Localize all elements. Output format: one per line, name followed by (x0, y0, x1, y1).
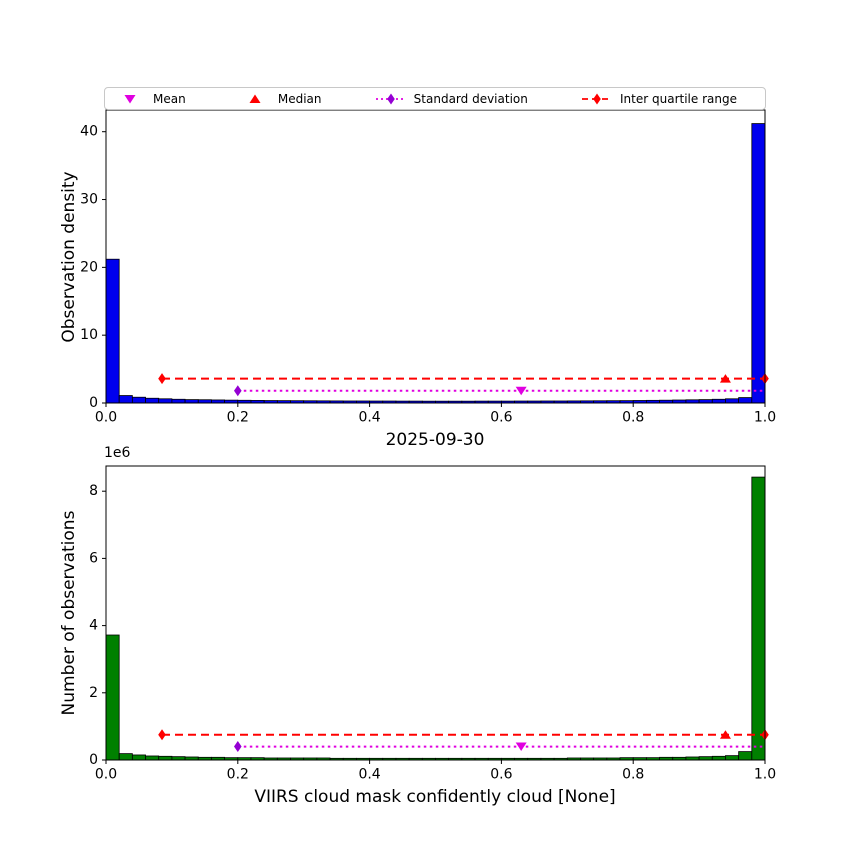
legend: Mean Median Standard deviation Inter qua… (104, 87, 766, 110)
y-axis-label-bottom: Number of observations (59, 510, 79, 716)
svg-text:0.6: 0.6 (490, 767, 512, 783)
svg-text:0.2: 0.2 (227, 767, 249, 783)
svg-text:0.6: 0.6 (490, 410, 512, 426)
date-title: 2025-09-30 (385, 430, 485, 450)
legend-label-standard-deviation: Standard deviation (413, 91, 528, 106)
svg-text:6: 6 (89, 550, 98, 566)
svg-text:0.8: 0.8 (622, 767, 644, 783)
svg-text:1.0: 1.0 (754, 767, 776, 783)
inter-quartile-range-marker-icon (582, 93, 613, 104)
legend-item-mean: Mean (113, 92, 186, 106)
svg-text:4: 4 (89, 618, 98, 634)
svg-text:0.0: 0.0 (95, 767, 117, 783)
svg-text:0.8: 0.8 (622, 410, 644, 426)
svg-text:0.2: 0.2 (227, 410, 249, 426)
svg-text:2: 2 (89, 685, 98, 701)
svg-text:40: 40 (80, 124, 98, 140)
svg-text:10: 10 (80, 327, 98, 343)
svg-text:20: 20 (80, 259, 98, 275)
svg-text:0: 0 (89, 752, 98, 768)
svg-text:0.4: 0.4 (358, 410, 380, 426)
legend-label-mean: Mean (153, 91, 186, 106)
median-marker-icon (249, 94, 261, 103)
legend-label-inter-quartile-range: Inter quartile range (620, 91, 737, 106)
y-axis-offset-text: 1e6 (104, 445, 131, 461)
svg-text:0.4: 0.4 (358, 767, 380, 783)
legend-label-median: Median (277, 91, 322, 106)
y-axis-label-top: Observation density (59, 171, 79, 343)
svg-text:30: 30 (80, 192, 98, 208)
svg-text:0.0: 0.0 (95, 410, 117, 426)
legend-item-inter-quartile-range: Inter quartile range (580, 92, 737, 106)
legend-item-median: Median (238, 92, 322, 106)
svg-text:8: 8 (89, 483, 98, 499)
svg-text:0: 0 (89, 395, 98, 411)
legend-item-standard-deviation: Standard deviation (374, 92, 528, 106)
standard-deviation-marker-icon (375, 93, 406, 104)
svg-text:1.0: 1.0 (754, 410, 776, 426)
x-axis-label: VIIRS cloud mask confidently cloud [None… (254, 787, 616, 807)
mean-marker-icon (124, 94, 136, 103)
